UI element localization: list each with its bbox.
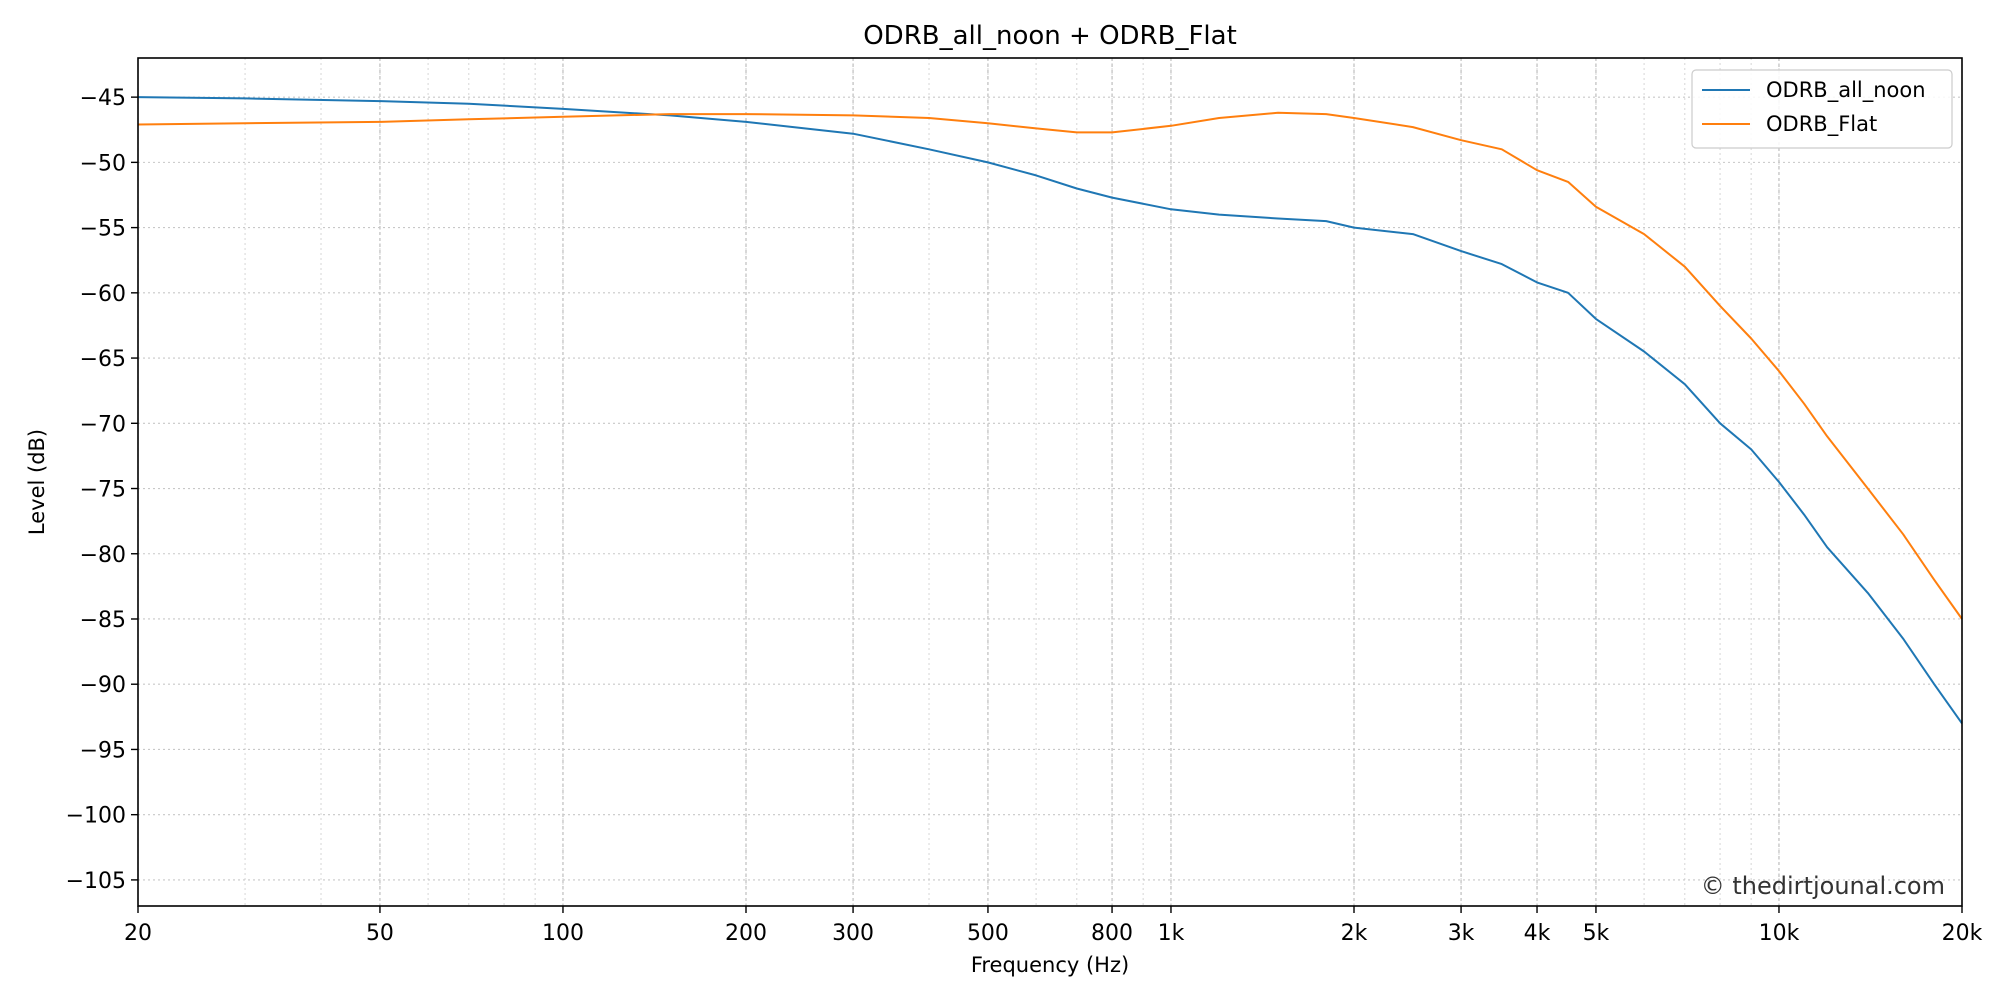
- y-tick-label: −70: [80, 412, 126, 437]
- legend-label-odrb-flat: ODRB_Flat: [1766, 112, 1877, 137]
- watermark: © thedirtjounal.com: [1701, 872, 1945, 900]
- grid: [137, 58, 1963, 906]
- legend-label-odrb-all-noon: ODRB_all_noon: [1766, 78, 1926, 103]
- y-tick-label: −85: [80, 608, 126, 633]
- series-line-odrb-all-noon: [137, 96, 1963, 724]
- x-tick-label: 300: [832, 921, 874, 946]
- x-tick-label: 5k: [1583, 921, 1610, 946]
- y-tick-label: −50: [80, 151, 126, 176]
- plot-frame: [137, 57, 1963, 907]
- chart-title: ODRB_all_noon + ODRB_Flat: [863, 21, 1237, 51]
- x-tick-label: 10k: [1759, 921, 1800, 946]
- x-tick-label: 4k: [1524, 921, 1551, 946]
- x-tick-label: 20k: [1942, 921, 1983, 946]
- y-tick-label: −95: [80, 738, 126, 763]
- legend-box: [1691, 69, 1953, 149]
- x-tick-label: 1k: [1158, 921, 1185, 946]
- x-axis-label: Frequency (Hz): [971, 953, 1129, 977]
- axis-ticks: 20 50 100 200 300 500 800 1k 2k 3k 4k 5k 10k 20k −45 −5…: [66, 86, 1983, 946]
- x-tick-label: 200: [725, 921, 767, 946]
- y-tick-label: −65: [80, 347, 126, 372]
- x-tick-label: 20: [124, 921, 152, 946]
- y-tick-label: −105: [66, 869, 126, 894]
- y-tick-label: −45: [80, 86, 126, 111]
- y-tick-label: −55: [80, 217, 126, 242]
- y-tick-label: −75: [80, 478, 126, 503]
- series-line-odrb-flat: [137, 111, 1963, 620]
- x-tick-label: 2k: [1341, 921, 1368, 946]
- x-tick-label: 500: [967, 921, 1009, 946]
- legend: ODRB_all_noon ODRB_Flat: [1691, 69, 1953, 149]
- x-tick-label: 100: [542, 921, 584, 946]
- y-axis-label: Level (dB): [25, 429, 49, 535]
- y-tick-label: −80: [80, 543, 126, 568]
- series-lines: [137, 96, 1963, 724]
- x-tick-label: 50: [366, 921, 394, 946]
- y-tick-label: −60: [80, 282, 126, 307]
- y-tick-label: −90: [80, 673, 126, 698]
- x-tick-label: 800: [1091, 921, 1133, 946]
- y-tick-label: −100: [66, 804, 126, 829]
- x-tick-label: 3k: [1448, 921, 1475, 946]
